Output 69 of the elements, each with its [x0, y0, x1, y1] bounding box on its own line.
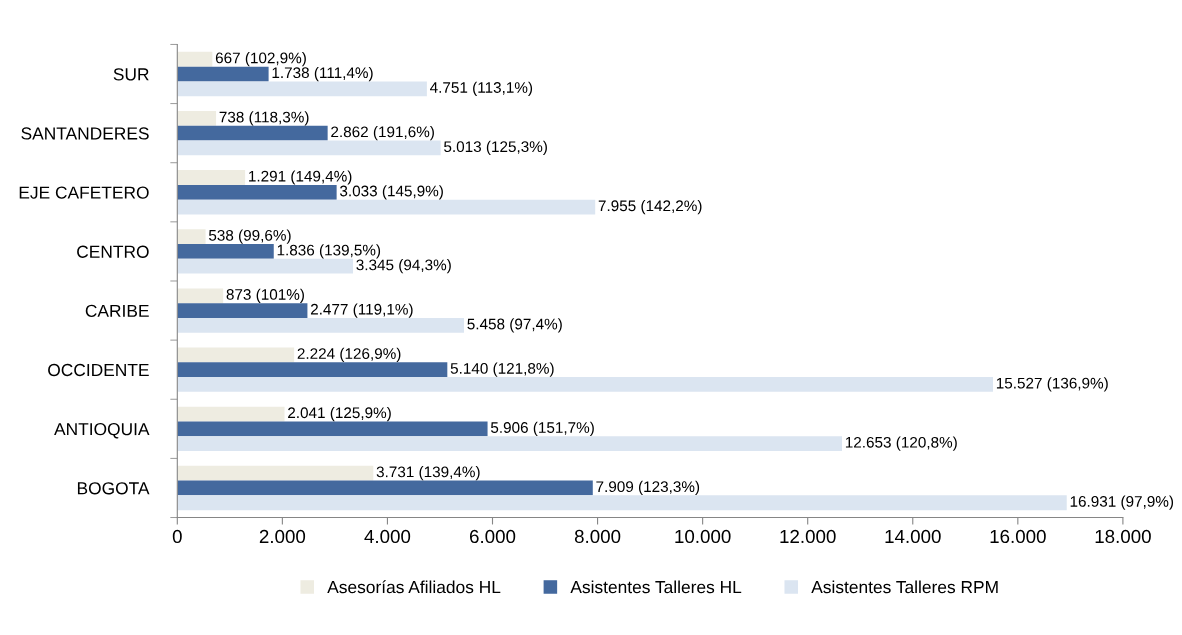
data-label: 1.291 (149,4%): [249, 170, 352, 185]
data-label: 667 (102,9%): [215, 52, 306, 67]
data-label: 7.955 (142,2%): [598, 199, 702, 215]
x-tick-label: 0: [172, 529, 182, 544]
data-label: 16.931 (97,9%): [1070, 495, 1174, 510]
data-label: 873 (101%): [226, 288, 304, 303]
bar: [177, 465, 374, 481]
bar: [177, 303, 308, 318]
data-label: 5.013 (125,3%): [444, 140, 547, 156]
data-label: 5.458 (97,4%): [467, 318, 562, 333]
y-tick-label: SUR: [113, 68, 149, 81]
bar: [177, 288, 224, 304]
bar: [177, 244, 274, 259]
legend-label: Asistentes Talleres HL: [570, 580, 742, 594]
bar: [177, 140, 441, 156]
data-label: 5.906 (151,7%): [490, 421, 594, 436]
x-tick-label: 6.000: [469, 529, 516, 544]
bar: [177, 347, 295, 363]
bar: [177, 317, 465, 333]
bar: [177, 125, 328, 141]
y-tick-label: BOGOTA: [77, 482, 150, 495]
data-label: 2.862 (191,6%): [331, 126, 434, 141]
bar: [177, 110, 217, 126]
data-label: 1.738 (111,4%): [272, 66, 373, 82]
bar: [177, 66, 269, 82]
x-tick-label: 14.000: [885, 529, 941, 544]
y-tick-label: ANTIOQUIA: [54, 422, 150, 439]
data-label: 12.653 (120,8%): [845, 436, 957, 451]
data-label: 5.140 (121,8%): [450, 362, 554, 377]
bar: [177, 362, 448, 378]
bar: [177, 421, 488, 437]
x-tick-label: 16.000: [990, 529, 1046, 544]
data-label: 15.527 (136,9%): [996, 377, 1108, 392]
x-tick-label: 10.000: [675, 529, 731, 544]
bar: [177, 480, 593, 496]
y-tick-label: EJE CAFETERO: [19, 186, 149, 199]
data-label: 3.345 (94,3%): [356, 259, 451, 274]
y-tick-label: OCCIDENTE: [48, 363, 149, 377]
bar: [177, 199, 596, 215]
bar: [177, 51, 213, 67]
legend-label: Asesorías Afiliados HL: [327, 580, 501, 594]
bar: [177, 229, 206, 245]
y-tick-label: CENTRO: [77, 245, 149, 258]
data-label: 7.909 (123,3%): [596, 480, 700, 496]
x-tick-label: 18.000: [1095, 529, 1151, 544]
bar: [177, 81, 427, 97]
legend-label: Asistentes Talleres RPM: [811, 580, 998, 594]
data-label: 2.224 (126,9%): [297, 347, 401, 363]
data-label: 1.836 (139,5%): [277, 244, 381, 259]
data-label: 3.731 (139,4%): [376, 466, 480, 481]
data-label: 4.751 (113,1%): [430, 81, 533, 96]
bar: [177, 184, 337, 200]
x-tick-label: 4.000: [364, 529, 411, 544]
data-label: 738 (118,3%): [219, 111, 309, 126]
x-tick-label: 12.000: [780, 529, 836, 544]
y-tick-label: CARIBE: [85, 304, 149, 318]
y-tick-label: SANTANDERES: [21, 127, 149, 140]
x-tick-label: 8.000: [574, 529, 621, 544]
bar: [177, 436, 842, 451]
data-label: 538 (99,6%): [208, 229, 291, 244]
data-label: 2.041 (125,9%): [288, 406, 391, 422]
bar: [177, 258, 354, 274]
bar: [177, 406, 285, 422]
bar: [177, 377, 993, 392]
data-label: 2.477 (119,1%): [310, 303, 413, 318]
data-label: 3.033 (145,9%): [339, 185, 443, 200]
bar: [177, 495, 1067, 511]
x-tick-label: 2.000: [259, 529, 306, 544]
bar: [177, 170, 246, 185]
